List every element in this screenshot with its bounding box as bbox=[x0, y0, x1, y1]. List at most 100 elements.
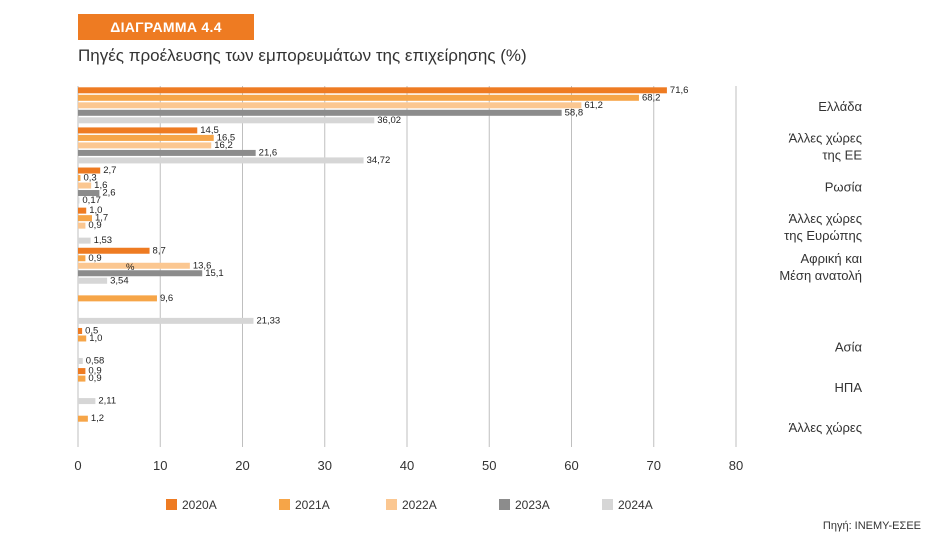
bar bbox=[78, 197, 80, 204]
data-label: 1,7 bbox=[95, 213, 108, 224]
bar bbox=[78, 415, 88, 422]
bar bbox=[78, 149, 256, 156]
data-label: 36,02 bbox=[377, 115, 401, 126]
x-tick-label: 50 bbox=[482, 458, 496, 473]
legend-swatch bbox=[279, 499, 290, 510]
data-label: 68,2 bbox=[642, 92, 661, 103]
bar bbox=[78, 237, 91, 244]
data-label: 1,6 bbox=[94, 180, 107, 191]
data-label: 1,53 bbox=[94, 235, 113, 246]
category-label: Άλλες χώρες bbox=[789, 420, 862, 435]
data-label: 0,9 bbox=[88, 220, 101, 231]
data-label: 21,6 bbox=[259, 147, 278, 158]
bar bbox=[78, 375, 86, 382]
bar bbox=[78, 262, 190, 269]
category-label: Ρωσία bbox=[825, 179, 863, 194]
category-label: ΗΠΑ bbox=[835, 380, 863, 395]
stray-label: % bbox=[126, 262, 135, 273]
category-label: Άλλες χώρες bbox=[789, 131, 862, 146]
bar bbox=[78, 335, 87, 342]
legend: 2020Α 2021Α 2022Α 2023Α 2024Α bbox=[166, 498, 653, 512]
data-label: 0,17 bbox=[82, 195, 101, 206]
data-label: 61,2 bbox=[584, 100, 603, 111]
x-tick-label: 30 bbox=[318, 458, 332, 473]
legend-label: 2021Α bbox=[295, 498, 330, 512]
data-label: 0,5 bbox=[85, 325, 98, 336]
legend-label: 2022Α bbox=[402, 498, 437, 512]
data-label: 71,6 bbox=[670, 85, 689, 96]
bar bbox=[78, 398, 96, 405]
bar bbox=[78, 317, 254, 324]
bar bbox=[78, 222, 86, 229]
data-label: 15,1 bbox=[205, 268, 224, 279]
bar bbox=[78, 270, 203, 277]
bar bbox=[78, 368, 86, 375]
bar bbox=[78, 102, 582, 109]
bar bbox=[78, 134, 214, 141]
x-tick-label: 70 bbox=[647, 458, 661, 473]
bar bbox=[78, 127, 198, 134]
data-label: 34,72 bbox=[367, 155, 391, 166]
category-label: Μέση ανατολή bbox=[779, 268, 862, 283]
bar bbox=[78, 277, 108, 284]
legend-label: 2023Α bbox=[515, 498, 550, 512]
data-label: 0,58 bbox=[86, 355, 105, 366]
category-label: Ασία bbox=[835, 340, 863, 355]
bar bbox=[78, 215, 92, 222]
x-tick-label: 10 bbox=[153, 458, 167, 473]
chart-title: Πηγές προέλευσης των εμπορευμάτων της επ… bbox=[78, 46, 527, 65]
bar bbox=[78, 357, 83, 364]
data-label: 16,2 bbox=[214, 140, 233, 151]
bar bbox=[78, 295, 157, 302]
bar bbox=[78, 87, 667, 94]
data-label: 0,9 bbox=[88, 253, 101, 264]
legend-label: 2020Α bbox=[182, 498, 217, 512]
data-label: 21,33 bbox=[256, 315, 280, 326]
chart-badge: ΔΙΑΓΡΑΜΜΑ 4.4 bbox=[78, 14, 254, 40]
category-label: Ελλάδα bbox=[818, 99, 862, 114]
x-tick-labels: 0 10 20 30 40 50 60 70 80 bbox=[74, 458, 743, 473]
data-label: 0,9 bbox=[88, 366, 101, 377]
category-label: Αφρική και bbox=[801, 251, 863, 266]
data-label: 3,54 bbox=[110, 275, 129, 286]
legend-swatch bbox=[602, 499, 613, 510]
x-tick-label: 40 bbox=[400, 458, 414, 473]
bar bbox=[78, 167, 101, 174]
legend-swatch bbox=[166, 499, 177, 510]
grid-lines bbox=[77, 86, 737, 447]
bar bbox=[78, 182, 92, 189]
category-labels: Ελλάδα Άλλες χώρες της ΕΕ Ρωσία Άλλες χώρες τ… bbox=[779, 99, 862, 435]
bar bbox=[78, 109, 562, 116]
x-tick-label: 60 bbox=[564, 458, 578, 473]
bar bbox=[78, 247, 150, 254]
data-label: 2,6 bbox=[102, 188, 115, 199]
x-tick-label: 80 bbox=[729, 458, 743, 473]
x-tick-label: 20 bbox=[235, 458, 249, 473]
legend-label: 2024Α bbox=[618, 498, 653, 512]
data-label: 2,7 bbox=[103, 165, 116, 176]
source-note: Πηγή: ΙΝΕΜΥ-ΕΣΕΕ bbox=[822, 520, 921, 532]
data-label: 58,8 bbox=[565, 107, 584, 118]
category-label: της ΕΕ bbox=[822, 148, 862, 163]
data-label: 13,6 bbox=[193, 260, 212, 271]
data-label: 1,2 bbox=[91, 413, 104, 424]
legend-swatch bbox=[499, 499, 510, 510]
bar bbox=[78, 94, 639, 101]
data-label: 16,5 bbox=[217, 132, 236, 143]
bar bbox=[78, 255, 86, 262]
bar bbox=[78, 157, 364, 164]
legend-swatch bbox=[386, 499, 397, 510]
data-label: 0,3 bbox=[83, 173, 96, 184]
bar bbox=[78, 207, 87, 214]
x-tick-label: 0 bbox=[74, 458, 81, 473]
bar bbox=[78, 117, 375, 124]
bar bbox=[78, 175, 81, 182]
data-label: 1,0 bbox=[89, 333, 102, 344]
category-label: Άλλες χώρες bbox=[789, 211, 862, 226]
data-label: 2,11 bbox=[98, 396, 116, 407]
data-label: 9,6 bbox=[160, 293, 173, 304]
data-label: 14,5 bbox=[200, 125, 219, 136]
bar bbox=[78, 327, 83, 334]
bars bbox=[78, 87, 667, 422]
